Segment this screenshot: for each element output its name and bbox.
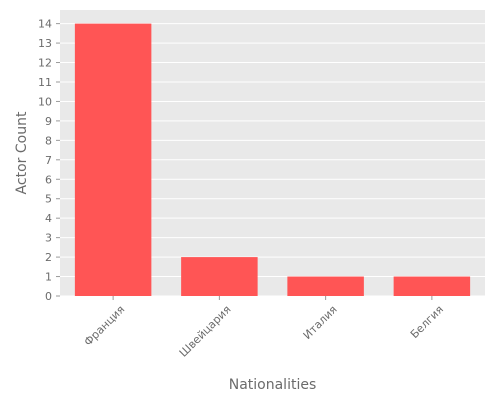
y-tick-label: 11 bbox=[38, 76, 52, 89]
x-tick-label: Белгия bbox=[408, 303, 446, 341]
x-tick-label: Франция bbox=[82, 303, 128, 349]
bar bbox=[74, 23, 152, 296]
bar bbox=[287, 276, 364, 296]
x-tick-label: Швейцария bbox=[177, 303, 234, 360]
y-tick-label: 7 bbox=[45, 154, 52, 167]
y-tick-label: 14 bbox=[38, 18, 52, 31]
y-tick-label: 2 bbox=[45, 251, 52, 264]
y-tick-label: 1 bbox=[45, 271, 52, 284]
y-tick-label: 6 bbox=[45, 173, 52, 186]
y-tick-label: 13 bbox=[38, 37, 52, 50]
y-tick-label: 5 bbox=[45, 193, 52, 206]
y-tick-label: 4 bbox=[45, 212, 52, 225]
x-axis-title: Nationalities bbox=[229, 377, 317, 393]
y-tick-label: 10 bbox=[38, 95, 52, 108]
x-axis-tick-labels: Франция Швейцария Италия Белгия bbox=[82, 303, 446, 360]
bars bbox=[74, 23, 471, 296]
y-axis-ticks bbox=[56, 23, 60, 297]
bar bbox=[393, 276, 471, 296]
y-axis-title: Actor Count bbox=[14, 111, 30, 194]
y-tick-label: 0 bbox=[45, 290, 52, 303]
bar bbox=[181, 257, 258, 296]
y-tick-label: 12 bbox=[38, 57, 52, 70]
y-tick-label: 8 bbox=[45, 134, 52, 147]
y-tick-label: 9 bbox=[45, 115, 52, 128]
x-axis-ticks bbox=[112, 296, 433, 300]
y-tick-label: 3 bbox=[45, 232, 52, 245]
x-tick-label: Италия bbox=[301, 303, 340, 342]
